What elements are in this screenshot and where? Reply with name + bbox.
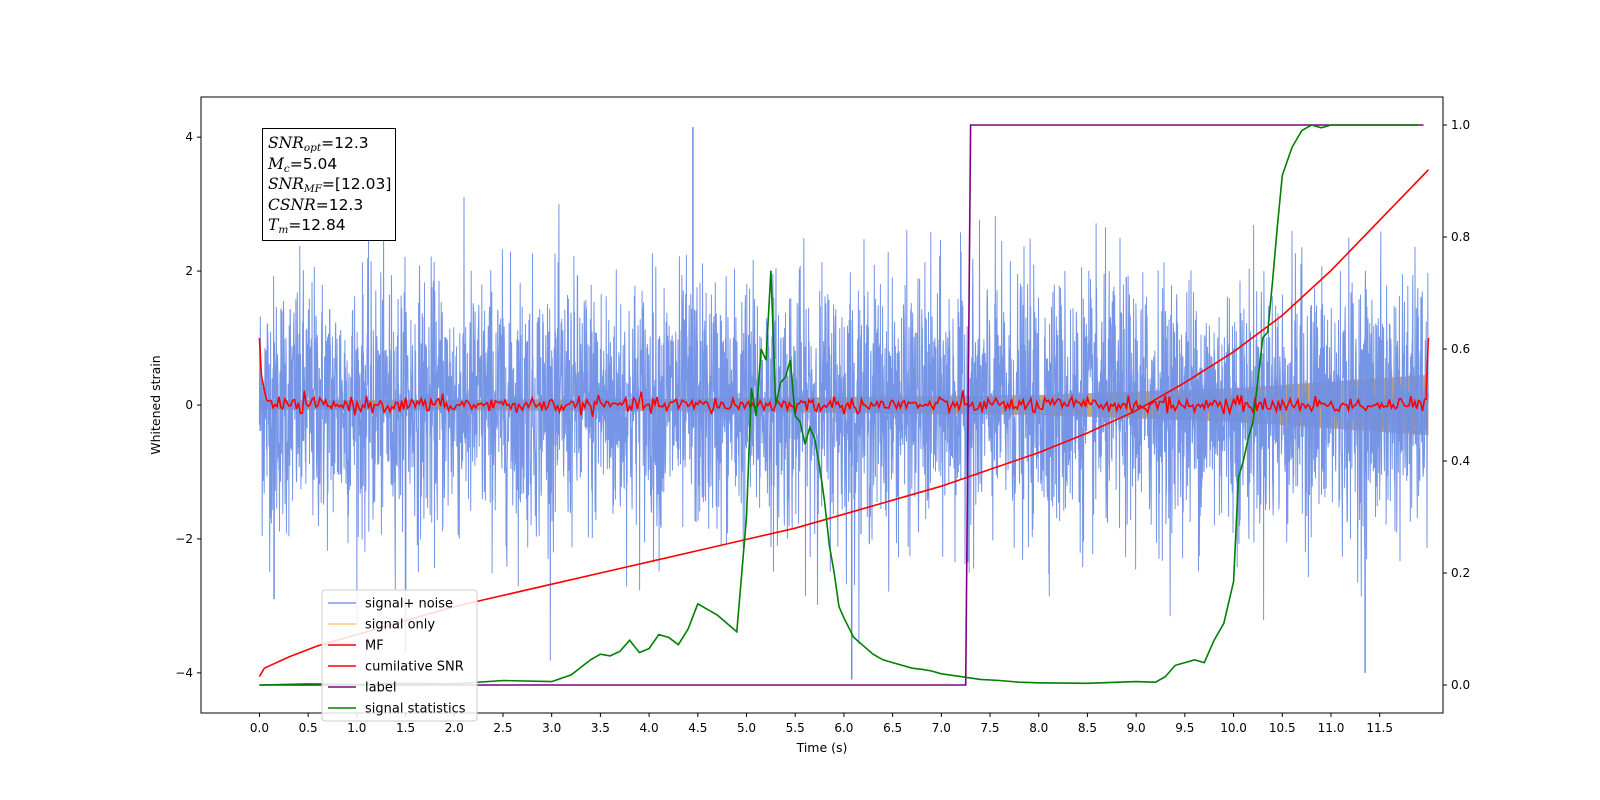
y2-tick-label: 0.2 bbox=[1451, 566, 1470, 580]
legend-label: cumilative SNR bbox=[365, 660, 464, 675]
x-tick-label: 11.5 bbox=[1366, 721, 1393, 735]
x-tick-label: 0.0 bbox=[250, 721, 269, 735]
mc-row: Mc=5.04 bbox=[268, 154, 391, 175]
x-tick-label: 1.0 bbox=[347, 721, 366, 735]
x-tick-label: 3.0 bbox=[542, 721, 561, 735]
csnr-row: CSNR=12.3 bbox=[268, 195, 391, 216]
snr-opt-value: =12.3 bbox=[321, 134, 369, 152]
y2-tick-label: 0.0 bbox=[1451, 678, 1470, 692]
y2-tick-label: 0.6 bbox=[1451, 342, 1470, 356]
legend-label: MF bbox=[365, 639, 384, 654]
snr-mf-subscript: MF bbox=[303, 183, 322, 195]
y2-tick-label: 0.4 bbox=[1451, 454, 1470, 468]
tm-row: Tm=12.84 bbox=[268, 215, 391, 236]
csnr-value: =12.3 bbox=[315, 195, 364, 214]
y-tick-label: 0 bbox=[185, 398, 193, 412]
tm-subscript: m bbox=[278, 224, 289, 236]
mf-layer bbox=[258, 337, 1430, 418]
x-tick-label: 5.0 bbox=[737, 721, 756, 735]
x-tick-label: 7.0 bbox=[932, 721, 951, 735]
x-tick-label: 4.0 bbox=[640, 721, 659, 735]
y-tick-label: −2 bbox=[175, 532, 193, 546]
x-tick-label: 11.0 bbox=[1318, 721, 1345, 735]
x-tick-label: 1.5 bbox=[396, 721, 415, 735]
legend-label: signal only bbox=[365, 618, 435, 633]
csnr-label: CSNR bbox=[268, 195, 316, 214]
y2-tick-label: 0.8 bbox=[1451, 230, 1470, 244]
snr-opt-label: SNR bbox=[268, 134, 304, 152]
snr-mf-label: SNR bbox=[268, 175, 304, 193]
snr-mf-value: =[12.03] bbox=[321, 175, 392, 193]
signal-plus-noise-line bbox=[258, 196, 1429, 661]
x-tick-label: 5.5 bbox=[786, 721, 805, 735]
y-tick-label: 2 bbox=[185, 264, 193, 278]
y-axis-right: 0.0 0.2 0.4 0.6 0.8 1.0 bbox=[1443, 118, 1470, 692]
x-tick-label: 9.0 bbox=[1127, 721, 1146, 735]
x-tick-label: 7.5 bbox=[980, 721, 999, 735]
legend-label: signal statistics bbox=[365, 702, 466, 717]
x-tick-label: 10.5 bbox=[1269, 721, 1296, 735]
legend: signal+ noise signal only MF cumilative SNR… bbox=[321, 589, 478, 722]
x-tick-label: 4.5 bbox=[688, 721, 707, 735]
legend-label: label bbox=[365, 681, 396, 696]
label-line bbox=[259, 124, 1424, 686]
signal-statistics-line bbox=[259, 124, 1419, 686]
x-tick-label: 0.5 bbox=[299, 721, 318, 735]
legend-label: signal+ noise bbox=[365, 597, 453, 612]
x-tick-label: 6.5 bbox=[883, 721, 902, 735]
y-axis-label: Whitened strain bbox=[148, 355, 163, 454]
mf-line bbox=[258, 337, 1430, 418]
snr-opt-subscript: opt bbox=[303, 142, 322, 154]
stats-annotation-box: SNRopt=12.3 Mc=5.04 SNRMF=[12.03] CSNR=1… bbox=[262, 128, 397, 241]
mc-subscript: c bbox=[283, 162, 290, 175]
x-tick-label: 3.5 bbox=[591, 721, 610, 735]
x-axis: 0.0 0.5 1.0 1.5 2.0 2.5 3.0 3.5 4.0 4.5 5.0 5.5 6.0 6… bbox=[250, 713, 1393, 735]
x-tick-label: 9.5 bbox=[1175, 721, 1194, 735]
x-tick-label: 8.0 bbox=[1029, 721, 1048, 735]
tm-label: T bbox=[268, 216, 279, 234]
x-tick-label: 10.0 bbox=[1220, 721, 1247, 735]
mc-value: =5.04 bbox=[289, 154, 338, 173]
y2-tick-label: 1.0 bbox=[1451, 118, 1470, 132]
x-tick-label: 6.0 bbox=[834, 721, 853, 735]
snr-mf-row: SNRMF=[12.03] bbox=[268, 174, 391, 195]
y-axis-left: −4 −2 0 2 4 bbox=[175, 130, 201, 680]
mc-label: M bbox=[268, 154, 284, 173]
x-tick-label: 2.5 bbox=[493, 721, 512, 735]
legend-box bbox=[321, 589, 478, 722]
y-tick-label: 4 bbox=[185, 130, 193, 144]
y-tick-label: −4 bbox=[175, 666, 193, 680]
tm-value: =12.84 bbox=[288, 216, 346, 234]
snr-opt-row: SNRopt=12.3 bbox=[268, 133, 391, 154]
x-tick-label: 2.0 bbox=[445, 721, 464, 735]
x-tick-label: 8.5 bbox=[1078, 721, 1097, 735]
x-axis-label: Time (s) bbox=[796, 740, 848, 755]
